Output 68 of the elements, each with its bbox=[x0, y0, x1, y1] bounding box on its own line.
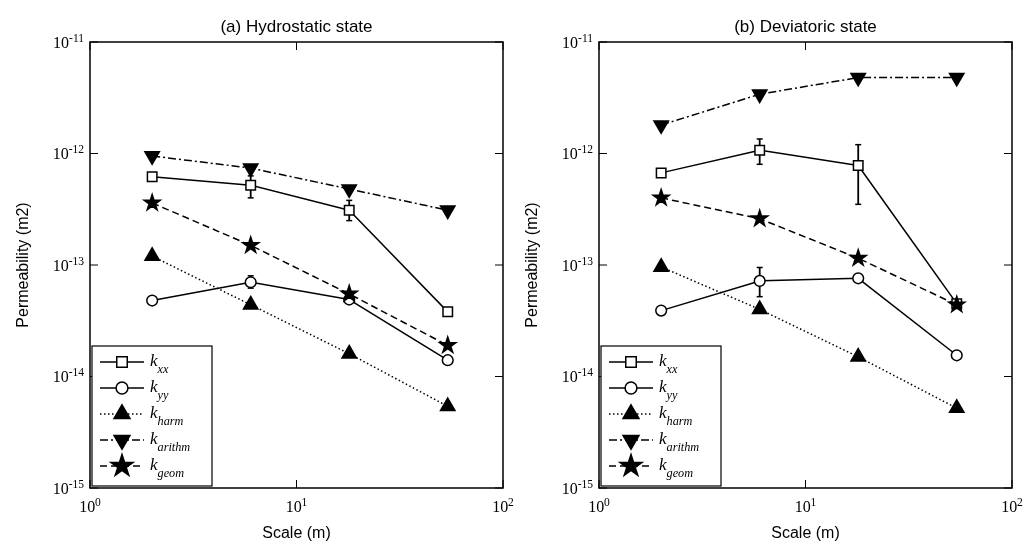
point bbox=[146, 171, 158, 183]
point bbox=[441, 354, 454, 367]
point bbox=[655, 304, 668, 317]
point bbox=[852, 160, 864, 172]
y-tick-label: 10$^{-13}$ bbox=[52, 254, 85, 274]
point bbox=[242, 163, 259, 178]
legend-label: k$_{arithm}$ bbox=[659, 429, 700, 454]
point bbox=[947, 295, 966, 313]
point bbox=[442, 306, 454, 318]
y-tick-label: 10$^{-15}$ bbox=[52, 477, 85, 497]
x-tick-label: 10$^{2}$ bbox=[492, 496, 515, 515]
point bbox=[241, 236, 260, 253]
point bbox=[143, 193, 161, 211]
legend-label: k$_{geom}$ bbox=[150, 455, 185, 480]
point bbox=[652, 188, 670, 206]
point bbox=[849, 249, 867, 266]
y-tick-label: 10$^{-14}$ bbox=[52, 366, 85, 386]
point bbox=[242, 295, 259, 310]
x-axis-title: Scale (m) bbox=[262, 524, 331, 541]
point bbox=[655, 167, 667, 179]
point bbox=[751, 300, 768, 315]
y-tick-label: 10$^{-12}$ bbox=[561, 143, 594, 163]
point bbox=[850, 347, 867, 362]
point bbox=[753, 274, 766, 287]
point bbox=[146, 294, 159, 307]
x-tick-label: 10$^{1}$ bbox=[285, 496, 308, 515]
y-tick-label: 10$^{-14}$ bbox=[561, 366, 594, 386]
point bbox=[852, 272, 865, 285]
legend-label: k$_{harm}$ bbox=[659, 403, 693, 428]
point bbox=[245, 179, 257, 191]
legend-label: k$_{yy}$ bbox=[659, 377, 678, 402]
x-axis-title: Scale (m) bbox=[771, 524, 840, 541]
legend-label: k$_{harm}$ bbox=[150, 403, 184, 428]
point bbox=[438, 336, 457, 353]
y-axis-title: Permeability (m2) bbox=[523, 202, 540, 328]
point bbox=[750, 209, 769, 227]
chart-title: (a) Hydrostatic state bbox=[220, 17, 373, 36]
y-tick-label: 10$^{-12}$ bbox=[52, 143, 85, 163]
y-tick-label: 10$^{-11}$ bbox=[53, 31, 85, 51]
x-tick-label: 10$^{2}$ bbox=[1001, 496, 1024, 515]
point bbox=[343, 204, 355, 216]
point bbox=[144, 247, 161, 262]
point bbox=[340, 284, 358, 302]
x-tick-label: 10$^{0}$ bbox=[79, 496, 102, 515]
y-axis-title: Permeability (m2) bbox=[14, 202, 31, 328]
point bbox=[948, 72, 965, 87]
y-tick-label: 10$^{-15}$ bbox=[561, 477, 594, 497]
legend-label: k$_{xx}$ bbox=[150, 351, 169, 376]
legend-label: k$_{geom}$ bbox=[659, 455, 694, 480]
y-tick-label: 10$^{-13}$ bbox=[561, 254, 594, 274]
point bbox=[653, 120, 670, 135]
point bbox=[439, 397, 456, 412]
legend-label: k$_{xx}$ bbox=[659, 351, 678, 376]
point bbox=[341, 184, 358, 199]
point bbox=[754, 144, 766, 156]
x-tick-label: 10$^{1}$ bbox=[794, 496, 817, 515]
point bbox=[850, 72, 867, 87]
x-tick-label: 10$^{0}$ bbox=[588, 496, 611, 515]
legend-label: k$_{yy}$ bbox=[150, 377, 169, 402]
point bbox=[948, 399, 965, 414]
point bbox=[950, 349, 963, 362]
legend-label: k$_{arithm}$ bbox=[150, 429, 191, 454]
y-tick-label: 10$^{-11}$ bbox=[562, 31, 594, 51]
point bbox=[439, 205, 456, 220]
point bbox=[341, 344, 358, 359]
chart-title: (b) Deviatoric state bbox=[734, 17, 877, 36]
point bbox=[751, 89, 768, 104]
point bbox=[144, 151, 161, 166]
